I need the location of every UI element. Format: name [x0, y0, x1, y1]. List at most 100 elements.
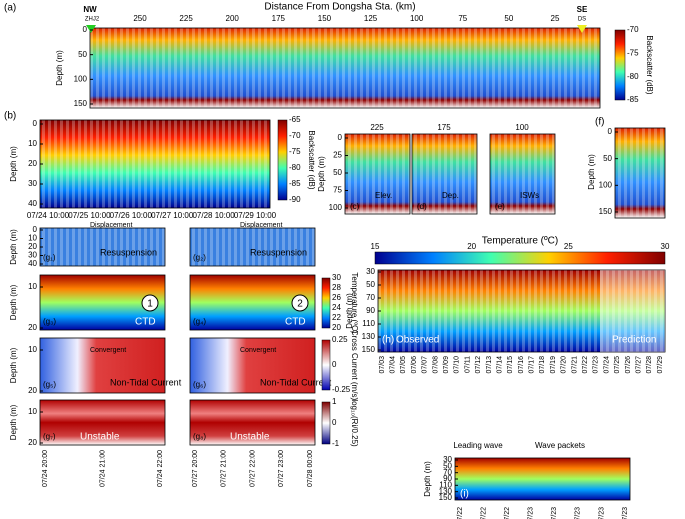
y-tick-label: 75	[333, 186, 342, 195]
y-tick-label: 0	[83, 25, 88, 34]
x-tick-label: 07/11	[464, 356, 471, 373]
colorbar-tick: 22	[332, 313, 341, 322]
plot-texture	[40, 120, 270, 208]
panel-label: (g₂)	[193, 253, 206, 262]
x-tick-label: 07/18	[539, 356, 546, 374]
y-tick-label: 150	[439, 493, 453, 502]
x-tick-label: 75	[458, 14, 467, 23]
x-tick-label: 07/24 21:00	[99, 450, 106, 487]
colorbar-tick: -80	[289, 163, 301, 172]
plot-frame	[189, 227, 316, 267]
colorbar-tick: -85	[627, 95, 639, 104]
plot-frame	[189, 274, 316, 331]
annotation: Wave packets	[535, 441, 585, 450]
colorbar-tick: -70	[627, 25, 639, 34]
y-tick-label: 90	[366, 306, 375, 315]
colorbar-tick: -75	[289, 147, 301, 156]
colorbar-tick: 20	[467, 242, 476, 251]
colorbar	[321, 401, 331, 445]
x-tick-label: 07/24	[603, 356, 610, 374]
y-tick-label: 100	[599, 180, 613, 189]
y-tick-label: 0	[338, 133, 343, 142]
x-tick-label: 07/14	[496, 356, 503, 374]
y-tick-label: 50	[443, 461, 452, 470]
x-tick-label: 07/27	[635, 356, 642, 374]
y-tick-label: 20	[28, 323, 37, 332]
colorbar-label: Temperature (ºC)	[482, 236, 558, 247]
plot-frame	[39, 337, 166, 394]
x-tick-label: 19:00 07/22	[457, 507, 464, 519]
y-tick-label: 90	[443, 474, 452, 483]
station: NW	[83, 5, 97, 14]
x-tick-label: 07/27 22:00	[249, 450, 256, 487]
y-tick-label: 30	[443, 455, 452, 464]
colorbar-tick: -75	[627, 48, 639, 57]
x-tick-label: 07/28 10:00	[192, 211, 235, 220]
panel-label: (g₄)	[193, 317, 206, 326]
plot-texture	[90, 28, 600, 108]
panel-label: (b)	[4, 111, 16, 122]
x-tick-label: 07/27 21:00	[221, 450, 228, 487]
x-tick-label: 07:00 07/23	[598, 507, 605, 519]
y-tick-label: 0	[33, 225, 38, 234]
panel-label: (h)	[382, 335, 394, 346]
colorbar-tick: -90	[289, 195, 301, 204]
x-tick-label: 05:00 07/23	[575, 507, 582, 519]
y-axis-label: Depth (m)	[9, 146, 18, 182]
plot-texture	[412, 134, 477, 214]
colorbar-tick: -85	[289, 179, 301, 188]
x-tick-label: 07/23	[593, 356, 600, 374]
y-tick-label: 10	[28, 407, 37, 416]
y-tick-label: 50	[603, 154, 612, 163]
y-tick-label: 50	[366, 280, 375, 289]
y-tick-label: 150	[74, 99, 88, 108]
annotation: CTD	[135, 317, 156, 328]
colorbar-tick: 0.25	[332, 335, 348, 344]
plot-texture	[378, 270, 665, 352]
plot-frame	[189, 399, 316, 446]
plot-frame	[39, 399, 166, 446]
plot-texture	[615, 128, 665, 218]
marker	[577, 25, 587, 33]
x-tick-label: 07/25 10:00	[68, 211, 111, 220]
annotation: Unstable	[230, 432, 270, 443]
annotation: CTD	[285, 317, 306, 328]
plot-texture	[490, 134, 555, 214]
colorbar	[374, 251, 666, 265]
colorbar-label: log₁₀(Ri/0.25)	[350, 399, 359, 447]
station: DS	[578, 17, 586, 23]
panel-label: (d)	[417, 202, 427, 211]
y-tick-label: 150	[599, 207, 613, 216]
colorbar-tick: -80	[627, 72, 639, 81]
y-tick-label: 30	[28, 179, 37, 188]
x-tick-label: 07/27 23:00	[278, 450, 285, 487]
y-tick-label: 30	[28, 251, 37, 260]
plot-frame	[39, 274, 166, 331]
y-tick-label: 40	[28, 259, 37, 268]
annotation: Observed	[396, 335, 439, 346]
colorbar	[321, 339, 331, 391]
panel-label: (g₁)	[43, 253, 56, 262]
annotation: Leading wave	[453, 441, 503, 450]
y-tick-label: 25	[333, 151, 342, 160]
x-tick-label: 07/29 10:00	[234, 211, 277, 220]
y-axis-label: Depth (m)	[345, 293, 354, 329]
annotation: Unstable	[80, 432, 120, 443]
annotation: Non-Tidal Current	[110, 377, 182, 387]
x-tick-label: 07/24 20:00	[42, 450, 49, 487]
station-number: 2	[297, 299, 303, 310]
x-tick-label: 50	[504, 14, 513, 23]
x-tick-label: 07/29	[657, 356, 664, 374]
y-tick-label: 50	[333, 168, 342, 177]
x-tick-label: 07/24 22:00	[157, 450, 164, 487]
panel-title: 175	[437, 123, 451, 132]
x-tick-label: 07/08	[432, 356, 439, 374]
x-tick-label: 07/13	[486, 356, 493, 374]
colorbar-tick: 15	[371, 242, 380, 251]
x-tick-label: 07/28 00:00	[307, 450, 314, 487]
panel-label: (g₆)	[193, 380, 206, 389]
colorbar-tick: 30	[332, 273, 341, 282]
plot-field	[190, 400, 315, 445]
y-tick-label: 70	[366, 293, 375, 302]
